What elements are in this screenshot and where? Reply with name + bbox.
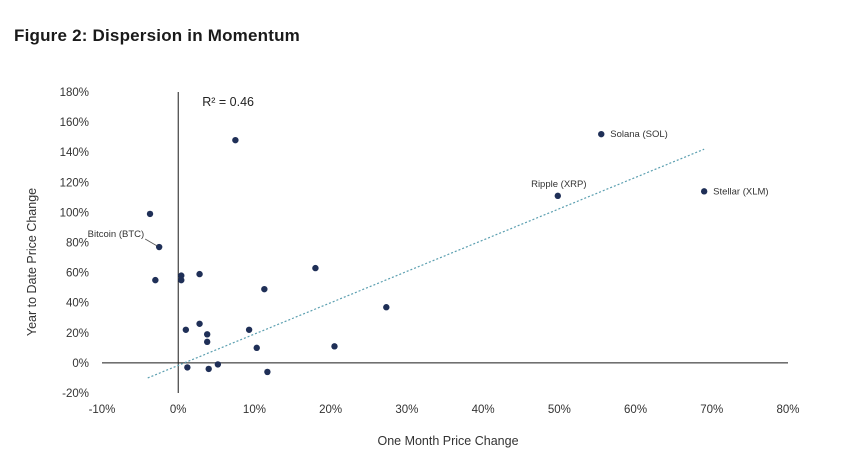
x-tick-label: 80% — [776, 404, 799, 416]
data-point — [182, 326, 190, 333]
trendline — [147, 148, 705, 379]
data-point — [146, 210, 154, 218]
x-axis-title: One Month Price Change — [377, 434, 518, 448]
data-point — [598, 130, 605, 138]
data-point — [383, 304, 390, 311]
data-point — [261, 285, 268, 293]
y-tick-label: 20% — [66, 328, 89, 340]
data-point — [196, 320, 203, 327]
y-tick-label: 0% — [72, 358, 89, 370]
data-point — [203, 331, 211, 338]
x-tick-label: 0% — [170, 404, 187, 416]
data-point — [264, 368, 271, 376]
x-tick-label: 10% — [243, 404, 266, 416]
y-tick-label: 160% — [60, 117, 89, 129]
data-point — [245, 326, 253, 333]
x-tick-label: 20% — [319, 404, 342, 416]
data-point — [184, 364, 191, 371]
y-tick-label: 100% — [60, 207, 89, 219]
data-point — [152, 276, 159, 284]
y-tick-label: -20% — [62, 388, 89, 400]
bitcoin-leader-line — [144, 238, 158, 247]
data-point — [205, 365, 212, 373]
x-tick-label: 50% — [548, 404, 571, 416]
data-point — [203, 338, 211, 346]
y-tick-label: 60% — [66, 268, 89, 280]
x-tick-label: -10% — [89, 404, 116, 416]
data-point — [155, 243, 163, 251]
y-tick-label: 80% — [66, 238, 89, 250]
r-squared-annotation: R² = 0.46 — [202, 95, 254, 109]
chart-title: Figure 2: Dispersion in Momentum — [14, 26, 300, 45]
x-tick-label: 60% — [624, 404, 647, 416]
data-point — [312, 264, 319, 272]
x-tick-label: 30% — [395, 404, 418, 416]
y-tick-label: 120% — [60, 177, 89, 189]
data-point — [331, 343, 338, 350]
point-label: Bitcoin (BTC) — [88, 229, 144, 240]
y-tick-label: 40% — [66, 298, 89, 310]
data-point — [196, 270, 203, 278]
data-point — [178, 276, 185, 284]
x-tick-label: 70% — [700, 404, 723, 416]
point-labels: Solana (SOL) Stellar (XLM) Ripple (XRP) Bit… — [88, 129, 769, 247]
data-point — [178, 272, 185, 279]
data-point — [232, 136, 239, 144]
x-axis-ticks: -10% 0% 10% 20% 30% 40% 50% 60% 70% 80% — [89, 404, 800, 416]
y-axis-title: Year to Date Price Change — [25, 188, 39, 336]
y-tick-label: 140% — [60, 147, 89, 159]
y-tick-label: 180% — [60, 87, 89, 99]
data-point — [554, 192, 562, 200]
point-label: Stellar (XLM) — [713, 186, 768, 197]
data-point — [253, 344, 260, 352]
point-label: Ripple (XRP) — [531, 179, 586, 190]
data-point — [214, 361, 222, 368]
data-points — [146, 130, 708, 376]
x-tick-label: 40% — [472, 404, 495, 416]
point-label: Solana (SOL) — [610, 129, 668, 140]
data-point — [700, 188, 708, 195]
y-axis-ticks: -20% 0% 20% 40% 60% 80% 100% 120% 140% 160% 180% — [60, 87, 89, 400]
